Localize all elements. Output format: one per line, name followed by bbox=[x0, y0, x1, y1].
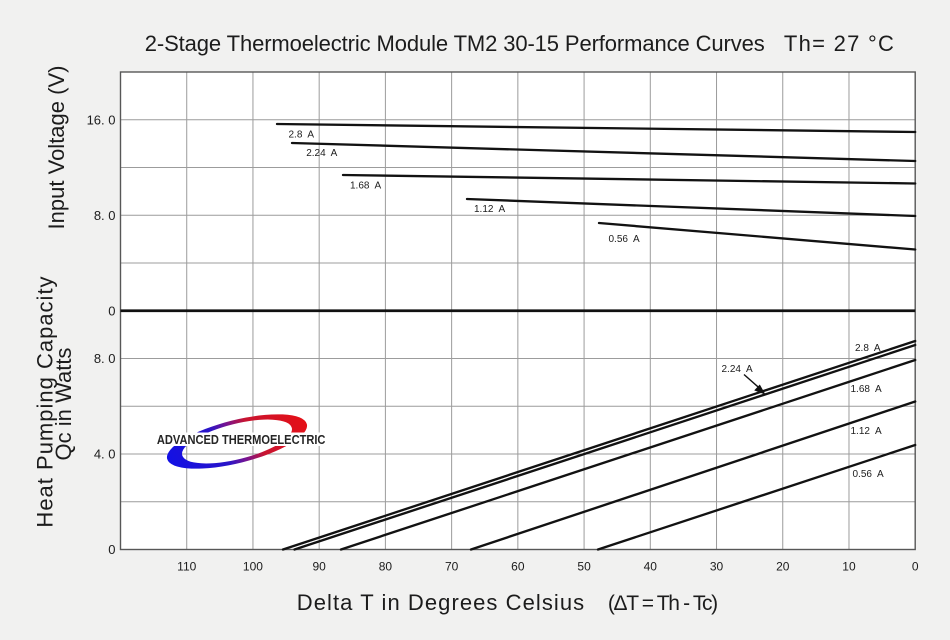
svg-text:70: 70 bbox=[445, 560, 459, 574]
svg-text:8. 0: 8. 0 bbox=[94, 208, 116, 223]
svg-text:10: 10 bbox=[842, 560, 856, 574]
svg-text:80: 80 bbox=[379, 560, 393, 574]
svg-text:0.56 A: 0.56 A bbox=[853, 469, 884, 480]
svg-text:2.8 A: 2.8 A bbox=[855, 343, 881, 354]
svg-text:2-Stage Thermoelectric Module: 2-Stage Thermoelectric Module TM2 30-15 … bbox=[145, 31, 895, 56]
svg-text:1.68 A: 1.68 A bbox=[350, 180, 381, 191]
svg-text:0: 0 bbox=[108, 542, 115, 557]
svg-text:ADVANCED THERMOELECTRIC: ADVANCED THERMOELECTRIC bbox=[157, 432, 326, 447]
svg-text:Heat Pumping Capacity: Heat Pumping Capacity bbox=[33, 275, 58, 527]
svg-text:1.12 A: 1.12 A bbox=[474, 204, 505, 215]
svg-text:1.68 A: 1.68 A bbox=[851, 384, 882, 395]
svg-text:8. 0: 8. 0 bbox=[94, 351, 116, 366]
svg-text:Delta T in Degrees Celsius (: Delta T in Degrees Celsius (ΔT = Th - Tc… bbox=[297, 590, 717, 615]
svg-text:110: 110 bbox=[177, 560, 196, 574]
svg-text:2.8 A: 2.8 A bbox=[289, 129, 315, 140]
svg-text:16. 0: 16. 0 bbox=[87, 112, 116, 127]
svg-text:1.12 A: 1.12 A bbox=[851, 426, 882, 437]
svg-text:20: 20 bbox=[776, 560, 790, 574]
svg-text:40: 40 bbox=[644, 560, 658, 574]
svg-text:50: 50 bbox=[577, 560, 591, 574]
svg-text:90: 90 bbox=[313, 560, 327, 574]
svg-text:60: 60 bbox=[511, 560, 525, 574]
svg-text:0: 0 bbox=[108, 303, 115, 318]
svg-text:0.56 A: 0.56 A bbox=[609, 234, 640, 245]
svg-text:Qc in Watts: Qc in Watts bbox=[51, 348, 76, 461]
svg-text:0: 0 bbox=[912, 560, 919, 574]
svg-text:4. 0: 4. 0 bbox=[94, 447, 116, 462]
svg-text:2.24 A: 2.24 A bbox=[306, 148, 337, 159]
svg-text:2.24 A: 2.24 A bbox=[722, 364, 753, 375]
svg-text:Input Voltage (V): Input Voltage (V) bbox=[44, 66, 69, 230]
svg-text:30: 30 bbox=[710, 560, 724, 574]
svg-text:100: 100 bbox=[243, 560, 263, 574]
